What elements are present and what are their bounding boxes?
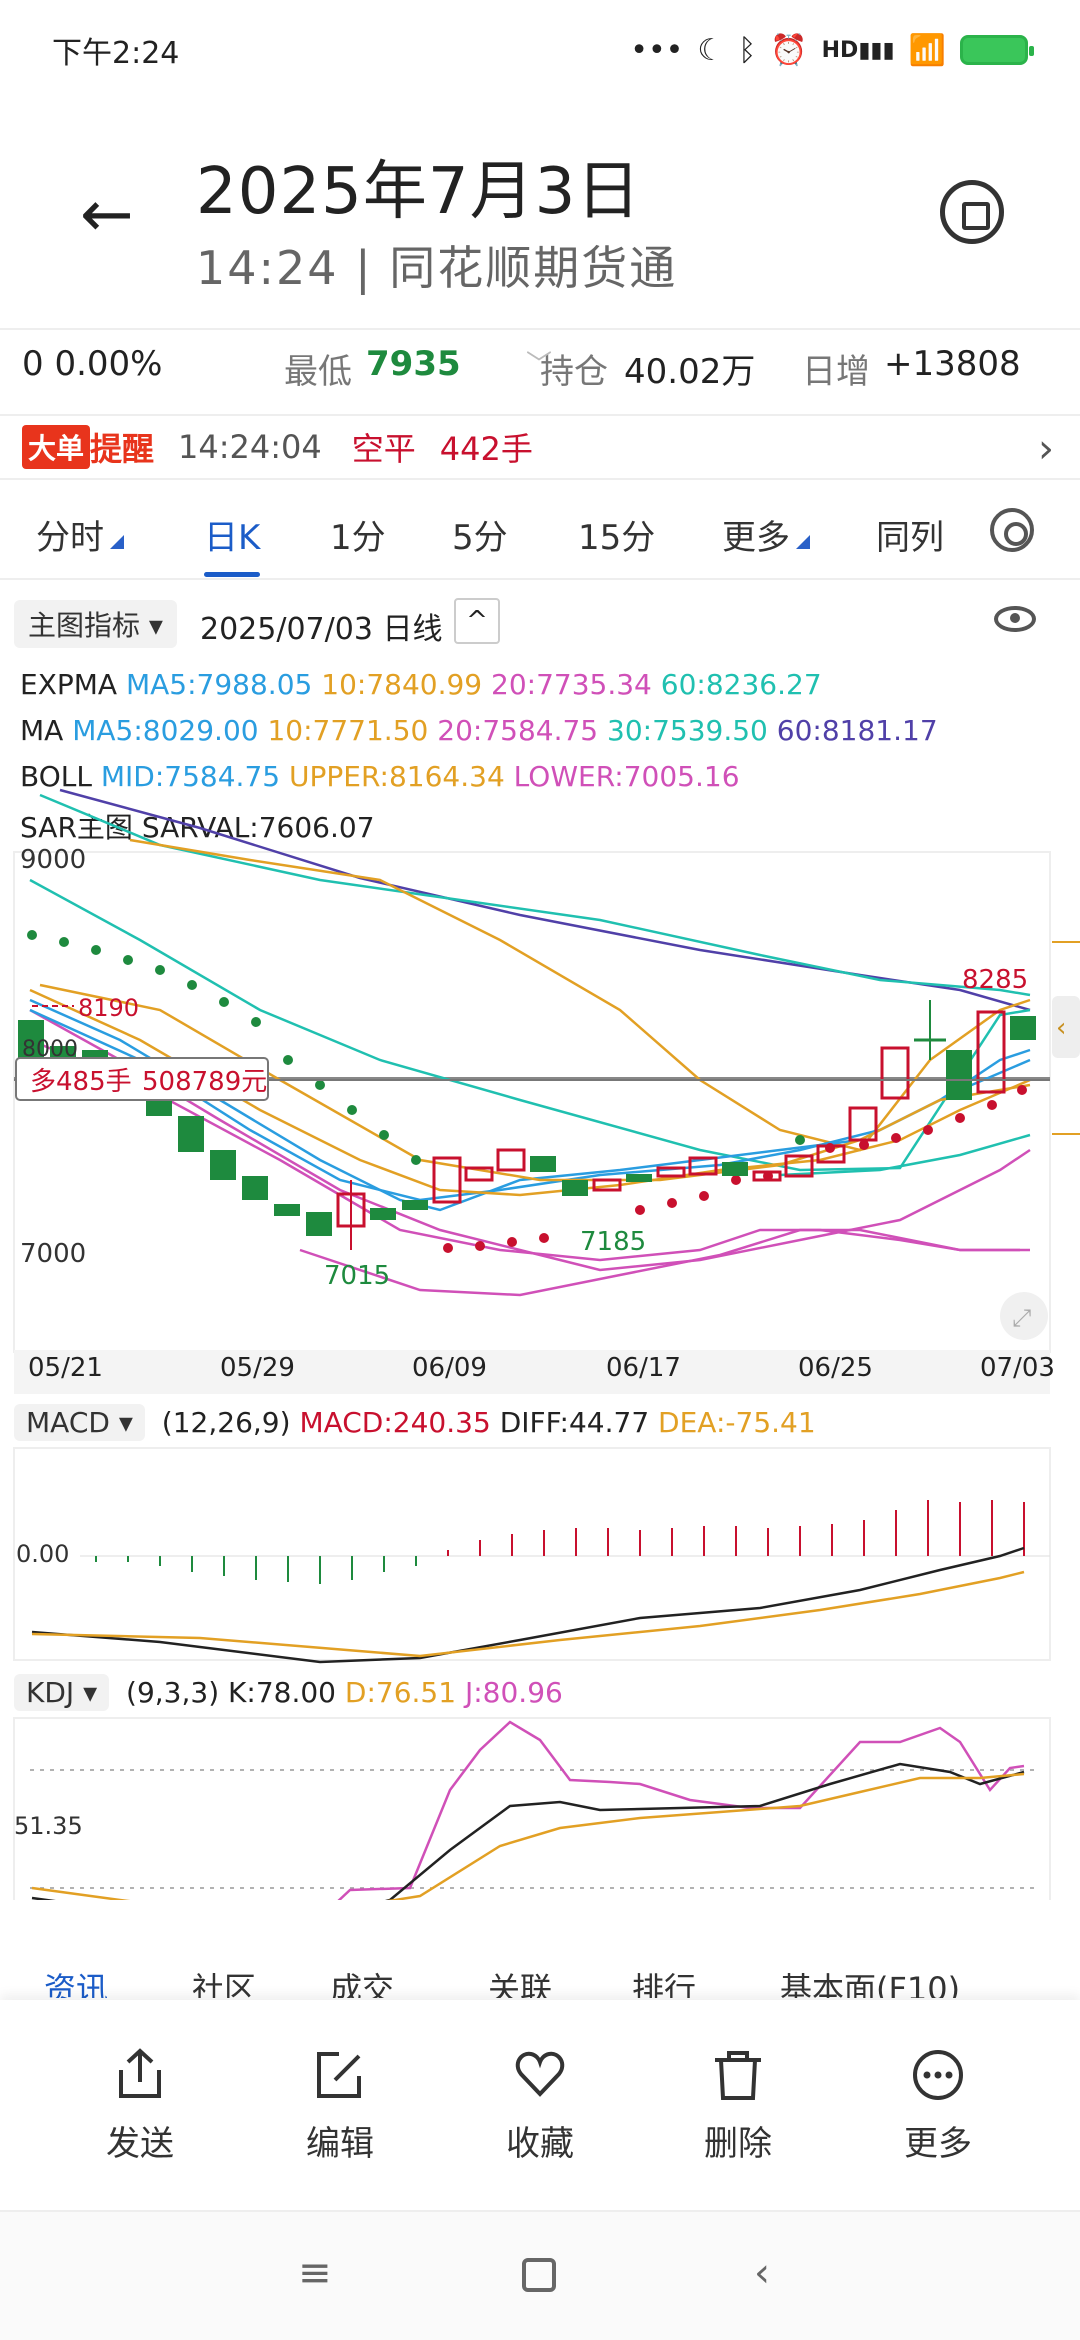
- y-label-bottom: 7000: [20, 1239, 86, 1269]
- tab-1min[interactable]: 1分: [330, 518, 386, 558]
- back-icon[interactable]: ‹: [754, 2250, 770, 2296]
- chevron-down-icon[interactable]: ﹀: [526, 350, 553, 380]
- page-subtitle: 14:24 | 同花顺期货通: [196, 241, 678, 295]
- home-icon[interactable]: [522, 2258, 556, 2292]
- header: ← 2025年7月3日 14:24 | 同花顺期货通: [0, 100, 1080, 330]
- tab-more[interactable]: 更多: [722, 510, 810, 559]
- legend-boll: BOLL MID:7584.75 UPPER:8164.34 LOWER:700…: [20, 760, 740, 793]
- main-indicator-select[interactable]: 主图指标 ▾: [14, 600, 177, 648]
- x-label-6: 07/03: [980, 1353, 1055, 1383]
- kdj-select[interactable]: KDJ ▾: [14, 1674, 110, 1711]
- oi-label: 持仓: [540, 352, 608, 392]
- tab-trades[interactable]: 成交: [330, 1970, 395, 1998]
- tab-related[interactable]: 关联: [488, 1970, 553, 1998]
- legend-sar: SAR主图 SARVAL:7606.07: [20, 811, 375, 844]
- moon-icon: ☾: [697, 32, 725, 68]
- wifi-icon: 📶: [908, 32, 946, 68]
- eye-icon[interactable]: [994, 606, 1036, 632]
- rotate-screen-icon[interactable]: [940, 180, 1004, 244]
- more-button[interactable]: 更多: [878, 2048, 998, 2165]
- big-order-alert[interactable]: 大单 提醒 14:24:04 空平 442手 ›: [0, 414, 1080, 480]
- tab-5min[interactable]: 5分: [452, 518, 508, 558]
- share-icon: [119, 2048, 161, 2098]
- x-label-1: 05/21: [28, 1353, 103, 1383]
- alert-time: 14:24:04: [178, 428, 322, 466]
- x-label-4: 06/17: [606, 1353, 681, 1383]
- chart-header: 主图指标 ▾ 2025/07/03 日线 ^: [0, 596, 1080, 650]
- oi-value: 40.02万: [624, 352, 756, 392]
- expand-icon[interactable]: ⤢: [1012, 1304, 1031, 1332]
- tab-15min[interactable]: 15分: [578, 518, 656, 558]
- price-chart[interactable]: 9000 7000 8000 8285 8190 7015 7185 多485手…: [0, 0, 1080, 1400]
- annot-low1: 7015: [324, 1261, 390, 1291]
- menu-icon[interactable]: ≡: [298, 2250, 332, 2296]
- macd-select[interactable]: MACD ▾: [14, 1404, 145, 1441]
- tab-timeshare[interactable]: 分时: [36, 510, 124, 559]
- alert-badge: 大单: [22, 425, 91, 469]
- annot-high: 8285: [962, 965, 1028, 995]
- info-tabs: 资讯 社区 成交 关联 排行 基本面(F10): [0, 1962, 1080, 1998]
- x-label-3: 06/09: [412, 1353, 487, 1383]
- period-tabs: 分时 日K 1分 5分 15分 更多 同列: [0, 480, 1080, 580]
- tab-community[interactable]: 社区: [192, 1970, 257, 1998]
- send-button[interactable]: 发送: [80, 2048, 200, 2165]
- bluetooth-icon: ᛒ: [738, 32, 757, 68]
- alert-type: 空平: [351, 430, 416, 468]
- kdj-level-label: 51.35: [14, 1812, 83, 1840]
- more-circle-icon: [913, 2050, 963, 2100]
- tab-daily-k[interactable]: 日K: [204, 510, 261, 577]
- status-icons: ••• ☾ ᛒ ⏰ HD▮▮▮ 📶: [630, 32, 1034, 68]
- legend-expma: EXPMA MA5:7988.05 10:7840.99 20:7735.34 …: [20, 668, 822, 701]
- alert-badge-label: 提醒: [90, 430, 155, 468]
- alert-qty: 442手: [439, 430, 533, 468]
- sar-dots-green: [27, 930, 805, 1165]
- dropdown-corner-icon: [110, 535, 124, 549]
- system-nav-bar: ≡ ‹: [0, 2212, 1080, 2340]
- legend-kdj: KDJ ▾ (9,3,3) K:78.00 D:76.51 J:80.96: [14, 1674, 563, 1711]
- quote-strip: 0 0.00% 最低 7935 持仓 40.02万 日增 +13808 ﹀: [0, 328, 1080, 412]
- back-arrow-icon[interactable]: ←: [80, 178, 134, 252]
- y-label-top: 9000: [20, 845, 86, 875]
- status-time: 下午2:24: [52, 36, 180, 71]
- tab-fundamentals[interactable]: 基本面(F10): [780, 1970, 961, 1998]
- legend-macd: MACD ▾ (12,26,9) MACD:240.35 DIFF:44.77 …: [14, 1404, 816, 1441]
- trash-icon: [715, 2051, 761, 2100]
- annot-low2: 7185: [580, 1227, 646, 1257]
- macd-zero-label: 0.00: [16, 1540, 69, 1568]
- alarm-icon: ⏰: [770, 32, 808, 68]
- low-value: 7935: [366, 344, 461, 384]
- collapse-button[interactable]: ^: [454, 598, 500, 644]
- edit-button[interactable]: 编辑: [280, 2048, 400, 2165]
- macd-kdj-chart[interactable]: 0.00 51.35: [0, 0, 1080, 1900]
- day-inc-value: +13808: [884, 344, 1021, 384]
- svg-text:‹: ‹: [1056, 1013, 1066, 1043]
- status-bar: 下午2:24 ••• ☾ ᛒ ⏰ HD▮▮▮ 📶: [0, 0, 1080, 100]
- low-label: 最低: [284, 352, 352, 392]
- tab-news[interactable]: 资讯: [44, 1970, 109, 1998]
- price-change: 0 0.00%: [22, 344, 163, 384]
- day-inc-label: 日增: [802, 352, 870, 392]
- settings-gear-icon[interactable]: [990, 508, 1034, 552]
- edit-icon: [317, 2052, 361, 2098]
- position-value: 508789元: [142, 1067, 267, 1097]
- heart-icon: [515, 2051, 565, 2097]
- tab-compare[interactable]: 同列: [876, 518, 944, 558]
- signal-icon: HD▮▮▮: [821, 37, 895, 63]
- x-label-5: 06/25: [798, 1353, 873, 1383]
- tab-ranking[interactable]: 排行: [632, 1970, 697, 1998]
- x-label-2: 05/29: [220, 1353, 295, 1383]
- chevron-right-icon[interactable]: ›: [1038, 426, 1054, 472]
- dropdown-corner-icon: [796, 535, 810, 549]
- chart-date: 2025/07/03 日线: [200, 612, 443, 647]
- annot-left-high: 8190: [78, 994, 139, 1022]
- page-title: 2025年7月3日: [196, 155, 642, 229]
- delete-button[interactable]: 删除: [678, 2048, 798, 2165]
- legend-ma: MA MA5:8029.00 10:7771.50 20:7584.75 30:…: [20, 714, 938, 747]
- share-action-bar: 发送 编辑 收藏 删除 更多: [0, 2000, 1080, 2212]
- favorite-button[interactable]: 收藏: [480, 2048, 600, 2165]
- battery-icon: [960, 35, 1034, 65]
- more-icon: •••: [630, 32, 684, 68]
- position-qty: 多485手: [30, 1067, 132, 1097]
